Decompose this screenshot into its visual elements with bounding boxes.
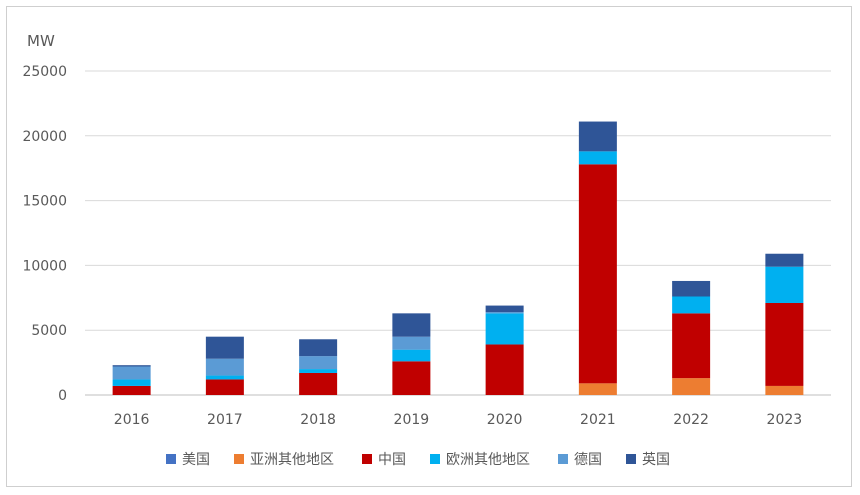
bar-segment — [765, 253, 804, 267]
y-tick-label: 0 — [58, 388, 67, 404]
legend-swatch — [234, 454, 244, 464]
bar-segment — [392, 349, 431, 362]
bar-segment — [578, 151, 617, 165]
x-tick-labels: 2016 2017 2018 2019 2020 2021 2022 2023 — [114, 412, 802, 428]
bar-segment — [392, 361, 431, 395]
y-tick-label: 15000 — [22, 194, 67, 210]
bar-segment — [485, 344, 524, 395]
y-tick-label: 5000 — [31, 323, 67, 339]
y-tick-label: 20000 — [22, 129, 67, 145]
bar-segment — [112, 385, 151, 395]
bar-segment — [392, 313, 431, 337]
x-tick-label: 2016 — [114, 412, 150, 428]
y-unit-label: MW — [27, 32, 55, 50]
x-tick-label: 2023 — [767, 412, 803, 428]
bar-segment — [578, 383, 617, 395]
bar-segment — [578, 164, 617, 384]
legend-swatch — [626, 454, 636, 464]
x-tick-label: 2017 — [207, 412, 243, 428]
bar-segment — [112, 366, 151, 380]
bar-segment — [578, 121, 617, 152]
legend-swatch — [430, 454, 440, 464]
bar-segment — [205, 336, 244, 359]
legend-label: 德国 — [574, 452, 602, 468]
legend-swatch — [166, 454, 176, 464]
legend-label: 亚洲其他地区 — [250, 452, 334, 468]
legend-label: 中国 — [378, 452, 406, 468]
legend-swatch — [362, 454, 372, 464]
bar-segment — [485, 313, 524, 345]
bar-segment — [672, 378, 711, 395]
gridlines — [85, 70, 831, 396]
bar-segment — [672, 313, 711, 379]
bar-segment — [299, 372, 338, 395]
legend-label: 欧洲其他地区 — [446, 452, 530, 468]
y-tick-labels: 0 5000 10000 15000 20000 25000 — [22, 64, 67, 404]
bar-segment — [205, 379, 244, 395]
bar-segment — [765, 385, 804, 395]
chart-frame: MW 0 5000 10000 15000 20000 25000 2016 2017 201… — [6, 6, 852, 487]
x-tick-label: 2021 — [580, 412, 616, 428]
legend-label: 英国 — [642, 451, 670, 468]
bar-segment — [205, 358, 244, 376]
bar-segment — [299, 339, 338, 357]
bar-segment — [205, 375, 244, 380]
bars — [112, 121, 804, 395]
y-tick-label: 10000 — [22, 258, 67, 274]
bar-segment — [299, 356, 338, 370]
bar-segment — [672, 280, 711, 297]
legend: 美国 亚洲其他地区 中国 欧洲其他地区 德国 英国 — [166, 451, 670, 468]
legend-label: 美国 — [182, 452, 210, 468]
bar-segment — [392, 336, 431, 350]
bar-segment — [485, 305, 524, 313]
legend-swatch — [558, 454, 568, 464]
x-tick-label: 2022 — [673, 412, 709, 428]
x-tick-label: 2019 — [394, 412, 430, 428]
bar-segment — [672, 296, 711, 314]
bar-segment — [112, 365, 151, 367]
bar-segment — [112, 379, 151, 386]
y-tick-label: 25000 — [22, 64, 67, 80]
bar-segment — [299, 369, 338, 373]
bar-segment — [485, 312, 524, 314]
x-tick-label: 2018 — [300, 412, 336, 428]
bar-segment — [765, 266, 804, 303]
bar-segment — [765, 302, 804, 386]
x-tick-label: 2020 — [487, 412, 523, 428]
